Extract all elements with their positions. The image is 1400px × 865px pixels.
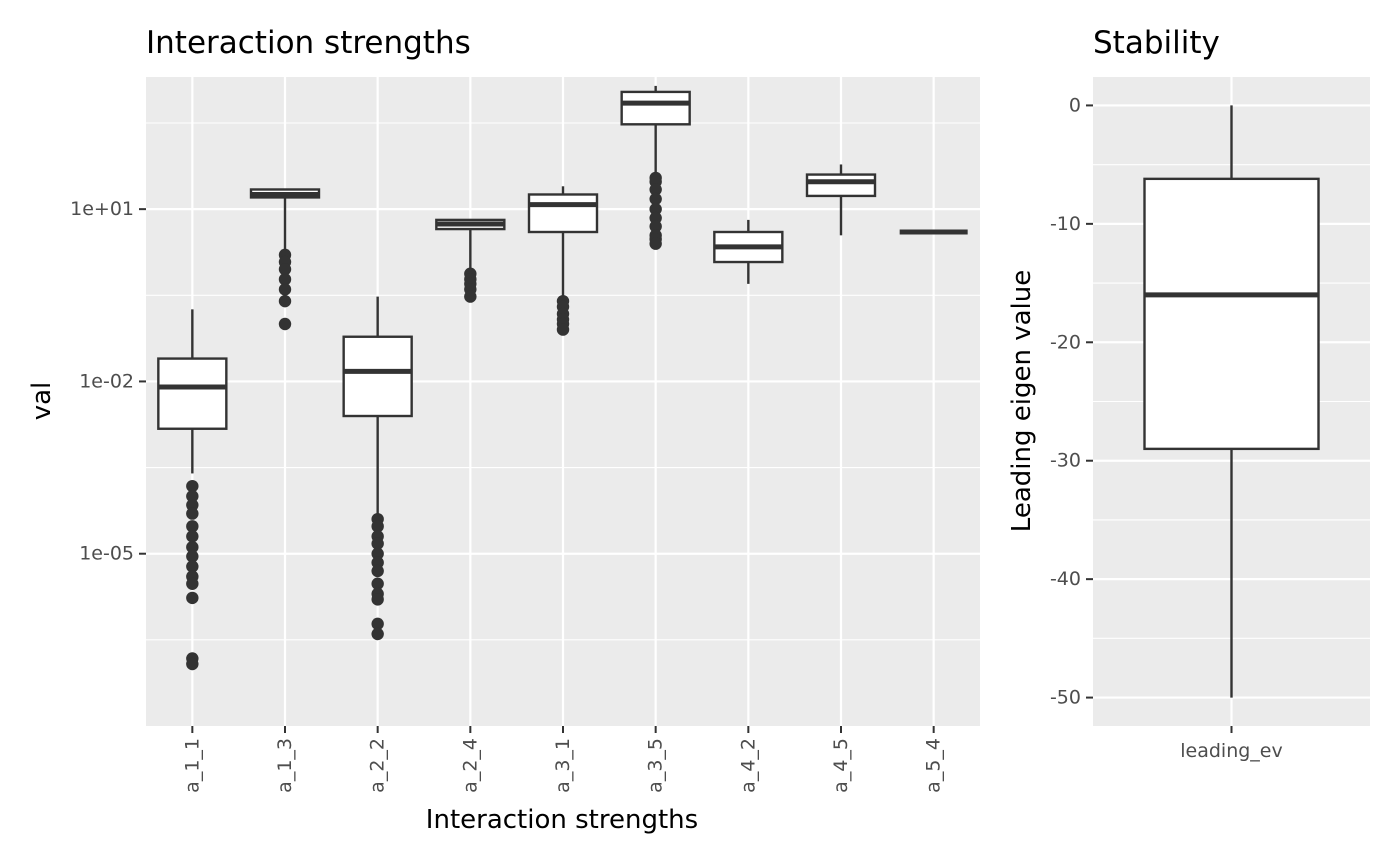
outlier-point [278, 317, 292, 331]
y-tick-label-40: -40 [1050, 568, 1081, 590]
y-tick-label-20: -20 [1050, 331, 1081, 353]
iqr-box [527, 193, 599, 234]
outlier-point [649, 202, 662, 216]
boxplot-a-1-1 [157, 309, 228, 671]
boxplot-a-2-4 [435, 218, 506, 303]
iqr-box [157, 357, 228, 430]
outlier-point [649, 192, 662, 206]
outlier-point [649, 220, 662, 233]
outlier-point [186, 479, 199, 493]
outlier-point [371, 564, 384, 578]
y-tick-label-30: -30 [1050, 450, 1081, 472]
left-x-axis-title: Interaction strengths [426, 805, 698, 835]
right-y-axis: 0 -10 -20 -30 -40 -50 [1050, 94, 1093, 709]
left-x-axis: a_1_1 a_1_3 a_2_2 a_2_4 a_3_1 a_3_5 a_4_2 a_4_5… [181, 726, 945, 793]
outlier-point [278, 263, 292, 276]
y-tick-label-1e-01: 1e+01 [70, 198, 134, 220]
outlier-point [186, 490, 199, 503]
outlier-point [278, 283, 292, 296]
outlier-point [186, 550, 199, 563]
boxplot-a-3-1 [527, 186, 599, 336]
x-tick-label-a-3-5: a_3_5 [645, 738, 667, 793]
outlier-point [186, 657, 199, 671]
y-tick-label-0: 0 [1069, 94, 1081, 116]
outlier-point [278, 294, 292, 308]
left-y-axis: 1e-05 1e-02 1e+01 [70, 198, 146, 565]
boxplot-a-2-2 [342, 296, 413, 641]
interaction-strengths-panel: Interaction strengths 1e-05 1e-02 1e+01 a_… [27, 25, 980, 835]
x-tick-label-a-1-3: a_1_3 [274, 738, 296, 793]
boxplot-a-4-2 [713, 219, 784, 284]
y-tick-label-10: -10 [1050, 213, 1081, 235]
outlier-point [371, 627, 384, 641]
outlier-point [649, 237, 662, 250]
outlier-point [186, 530, 199, 543]
x-tick-label-a-2-4: a_2_4 [459, 738, 481, 793]
outlier-point [371, 520, 384, 533]
x-tick-label-a-2-2: a_2_2 [367, 738, 389, 793]
outlier-point [186, 560, 199, 573]
x-tick-label-a-4-5: a_4_5 [830, 738, 852, 793]
boxplot-a-1-3 [249, 188, 321, 331]
y-tick-label-1e-05: 1e-05 [79, 543, 134, 565]
outlier-point [464, 290, 477, 303]
x-tick-label-a-1-1: a_1_1 [181, 738, 203, 793]
right-x-axis: leading_ev [1180, 726, 1283, 762]
outlier-point [186, 507, 199, 520]
outlier-point [371, 617, 384, 631]
iqr-box [620, 90, 691, 126]
x-tick-label-leading-ev: leading_ev [1180, 740, 1283, 762]
right-y-axis-title: Leading eigen value [1007, 270, 1037, 532]
x-tick-label-a-3-1: a_3_1 [552, 738, 574, 793]
outlier-point [186, 591, 199, 605]
outlier-point [371, 593, 384, 606]
outlier-point [371, 577, 384, 590]
boxplot-leading-ev [1143, 105, 1320, 698]
outlier-point [371, 547, 384, 560]
x-tick-label-a-5-4: a_5_4 [923, 738, 945, 793]
outlier-point [186, 577, 199, 590]
y-tick-label-50: -50 [1050, 687, 1081, 709]
iqr-box [342, 335, 413, 418]
outlier-point [556, 323, 570, 336]
right-boxplots [1143, 105, 1320, 698]
x-tick-label-a-4-2: a_4_2 [737, 738, 759, 793]
iqr-box [805, 173, 877, 198]
outlier-point [278, 273, 292, 286]
left-panel-title: Interaction strengths [146, 25, 471, 61]
right-panel-title: Stability [1093, 25, 1220, 61]
stability-panel: Stability 0 -10 -20 -30 -40 -50 leading_ev Le… [1007, 25, 1370, 762]
y-tick-label-1e-02: 1e-02 [79, 370, 134, 392]
boxplot-a-3-5 [620, 85, 691, 250]
boxplot-a-4-5 [805, 164, 877, 236]
iqr-box [1143, 177, 1320, 451]
outlier-point [186, 540, 199, 554]
outlier-point [649, 183, 662, 196]
outlier-point [186, 520, 199, 533]
outlier-point [371, 537, 384, 550]
left-boxplots [157, 85, 968, 671]
left-y-axis-title: val [27, 382, 57, 421]
